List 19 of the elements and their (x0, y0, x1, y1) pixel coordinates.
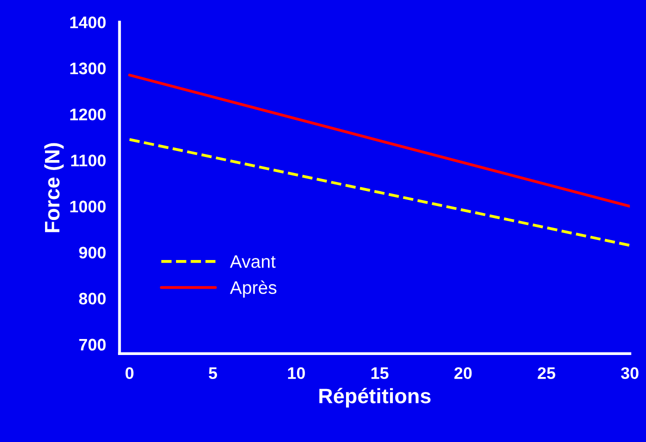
y-tick-label: 900 (79, 246, 106, 259)
x-tick-label: 15 (371, 367, 388, 380)
x-tick-label: 10 (288, 367, 305, 380)
x-tick-label: 0 (126, 367, 134, 380)
y-axis-title: Force (N) (44, 143, 64, 232)
x-tick-label: 5 (208, 367, 218, 380)
x-tick-label: 30 (620, 367, 638, 380)
x-tick-label: 25 (538, 367, 556, 380)
x-axis-title: Répétitions (319, 388, 431, 408)
x-tick-label: 20 (454, 367, 472, 380)
y-tick-label: 800 (79, 292, 106, 305)
y-tick-label: 1100 (71, 154, 106, 166)
legend-label: Après (230, 280, 276, 298)
y-tick-label: 1200 (70, 108, 106, 120)
y-tick-label: 1300 (70, 62, 106, 74)
y-tick-label: 1400 (70, 16, 106, 28)
legend-label: Avant (230, 255, 276, 268)
y-tick-label: 1000 (70, 200, 106, 212)
y-tick-label: 700 (79, 338, 106, 351)
